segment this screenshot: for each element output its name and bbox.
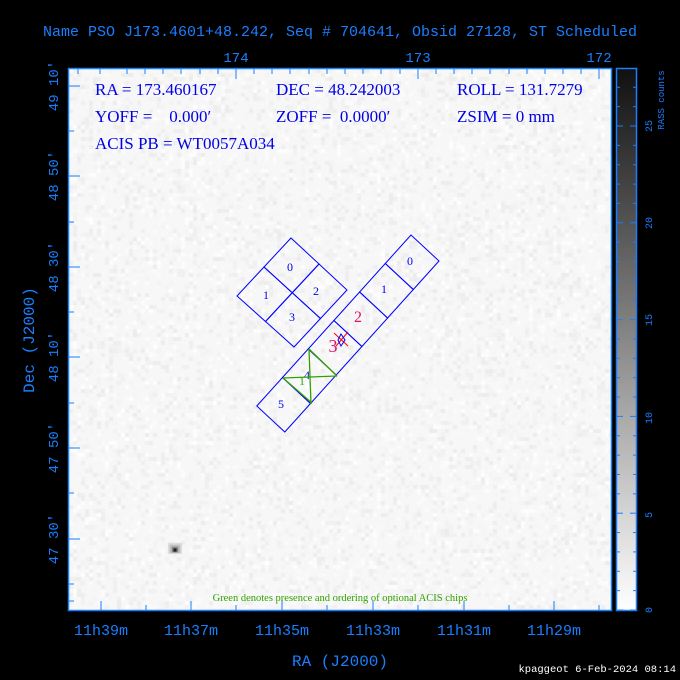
colorbar (615, 67, 638, 612)
left-tick-label: 47 30′ (47, 514, 63, 564)
y-axis-label: Dec (J2000) (21, 287, 39, 393)
top-tick-label: 172 (586, 51, 611, 67)
colorbar-label: RASS counts (657, 70, 667, 129)
axis-ticks (69, 69, 600, 611)
ra-value: RA = 173.460167 (95, 80, 217, 99)
plot-frame (67, 67, 613, 612)
colorbar-tick-label: 0 (645, 607, 656, 613)
zsim-value: ZSIM = 0 mm (457, 107, 555, 126)
left-tick-label: 48 30′ (47, 242, 63, 292)
acis-s-chip-label: 0 (407, 254, 413, 268)
top-tick-label: 174 (223, 51, 248, 67)
footer-user-date: kpaggeot 6-Feb-2024 08:14 (518, 664, 676, 676)
optional-chips-note: Green denotes presence and ordering of o… (213, 593, 468, 604)
acis-i-chip-label: 0 (287, 260, 293, 274)
left-tick-label: 48 50′ (47, 151, 63, 201)
optional-chip-marker (282, 348, 338, 405)
acis-i-chip (264, 292, 322, 348)
acis-i-chip-label: 1 (263, 288, 269, 302)
aimpoint-marker (333, 331, 349, 347)
acis-i-chip-label: 3 (289, 310, 295, 324)
colorbar-tick-label: 15 (645, 314, 656, 326)
bottom-tick-label: 11h33m (346, 623, 400, 640)
colorbar-tick-label: 5 (645, 512, 656, 518)
colorbar-tick-label: 25 (645, 120, 656, 132)
zoff-value: ZOFF = 0.0000′ (276, 107, 390, 126)
bottom-tick-label: 11h29m (527, 623, 581, 640)
acis-pb-value: ACIS PB = WT0057A034 (95, 134, 275, 153)
acis-s-chip-label: 3 (329, 336, 338, 356)
acis-s-chip-label: 5 (278, 397, 284, 411)
optional-chip-label: 1 (299, 376, 305, 388)
acis-s-chip-label: 1 (381, 282, 387, 296)
acis-s-chip-label: 4 (304, 368, 310, 382)
bottom-tick-label: 11h39m (74, 623, 128, 640)
plot-title: Name PSO J173.4601+48.242, Seq # 704641,… (43, 24, 637, 41)
acis-i-chip (291, 263, 348, 320)
left-tick-label: 49 10′ (47, 61, 63, 111)
left-tick-label: 48 10′ (47, 332, 63, 382)
left-tick-label: 47 50′ (47, 423, 63, 473)
acis-s-chip (256, 376, 312, 433)
acis-i-chip-label: 2 (313, 284, 319, 298)
yoff-value: YOFF = 0.000′ (95, 107, 211, 126)
colorbar-tick-label: 20 (645, 217, 656, 229)
bottom-tick-label: 11h35m (255, 623, 309, 640)
colorbar-tick-label: 10 (645, 412, 656, 424)
roll-value: ROLL = 131.7279 (457, 80, 583, 99)
bottom-tick-label: 11h31m (437, 623, 491, 640)
colorbar-ticks (617, 86, 636, 611)
bottom-tick-label: 11h37m (164, 623, 218, 640)
top-tick-label: 173 (405, 51, 430, 67)
x-axis-label: RA (J2000) (292, 653, 388, 671)
acis-s-chip-label: 2 (354, 309, 362, 326)
dec-value: DEC = 48.242003 (276, 80, 400, 99)
